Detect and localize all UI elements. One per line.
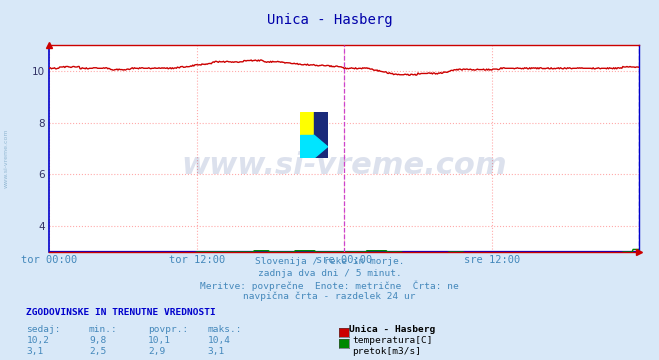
Text: 10,2: 10,2: [26, 336, 49, 345]
Bar: [300, 112, 314, 135]
Polygon shape: [314, 135, 328, 158]
Polygon shape: [314, 112, 328, 147]
Bar: [314, 112, 328, 158]
Text: maks.:: maks.:: [208, 325, 242, 334]
Text: sedaj:: sedaj:: [26, 325, 61, 334]
Text: 2,5: 2,5: [89, 347, 106, 356]
Text: Unica - Hasberg: Unica - Hasberg: [349, 325, 436, 334]
Text: min.:: min.:: [89, 325, 118, 334]
Bar: [300, 135, 314, 158]
Text: Slovenija / reke in morje.: Slovenija / reke in morje.: [255, 257, 404, 266]
Text: 2,9: 2,9: [148, 347, 165, 356]
Text: 10,1: 10,1: [148, 336, 171, 345]
Text: Meritve: povprečne  Enote: metrične  Črta: ne: Meritve: povprečne Enote: metrične Črta:…: [200, 280, 459, 291]
Text: www.si-vreme.com: www.si-vreme.com: [181, 150, 507, 180]
Text: zadnja dva dni / 5 minut.: zadnja dva dni / 5 minut.: [258, 269, 401, 278]
Text: povpr.:: povpr.:: [148, 325, 188, 334]
Text: 3,1: 3,1: [26, 347, 43, 356]
Text: ZGODOVINSKE IN TRENUTNE VREDNOSTI: ZGODOVINSKE IN TRENUTNE VREDNOSTI: [26, 308, 216, 317]
Text: 10,4: 10,4: [208, 336, 231, 345]
Text: pretok[m3/s]: pretok[m3/s]: [353, 347, 422, 356]
Text: Unica - Hasberg: Unica - Hasberg: [267, 13, 392, 27]
Text: 9,8: 9,8: [89, 336, 106, 345]
Text: www.si-vreme.com: www.si-vreme.com: [4, 129, 9, 188]
Text: temperatura[C]: temperatura[C]: [353, 336, 433, 345]
Text: 3,1: 3,1: [208, 347, 225, 356]
Text: navpična črta - razdelek 24 ur: navpična črta - razdelek 24 ur: [243, 292, 416, 301]
